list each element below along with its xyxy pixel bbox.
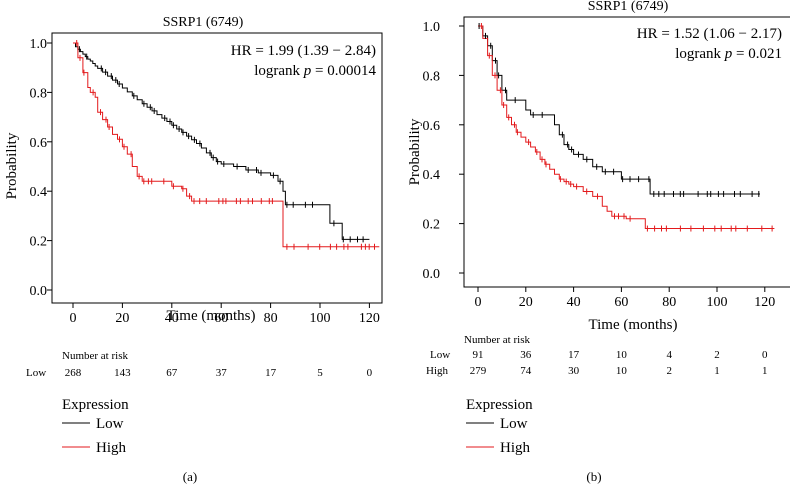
risk-table-header: Number at risk <box>62 350 128 362</box>
risk-row-label-high: High <box>426 365 449 377</box>
panel-b: SSRP1 (6749) 0 20 40 60 80 100 1200.00.20.40.6… <box>407 0 790 484</box>
axis-ticks: 0 20 40 60 80 100 120 0.0 0.2 0.4 0.6 0.8 1.0 <box>30 37 380 326</box>
y-tick-label: 0.2 <box>423 218 441 233</box>
x-tick-label: 20 <box>519 295 533 310</box>
survival-curves <box>73 42 380 248</box>
risk-count: 10 <box>616 365 628 377</box>
risk-count: 2 <box>666 365 672 377</box>
x-tick-label: 40 <box>165 311 179 326</box>
x-tick-label: 80 <box>264 311 278 326</box>
survival-curves <box>478 25 775 229</box>
legend-title: Expression <box>466 397 533 413</box>
legend-label-low: Low <box>96 416 124 432</box>
risk-count: 37 <box>216 367 228 379</box>
risk-count: 17 <box>265 367 277 379</box>
risk-count: 1 <box>714 365 720 377</box>
y-tick-label: 0.4 <box>423 168 441 183</box>
x-tick-label: 0 <box>475 295 482 310</box>
y-tick-label: 0.6 <box>30 136 48 151</box>
y-tick-label: 0.4 <box>30 185 48 200</box>
risk-count: 5 <box>317 367 323 379</box>
risk-count: 91 <box>473 349 484 361</box>
panel-a: SSRP1 (6749) 0 20 40 60 80 100 120 0.0 0.2 0.4 0.6… <box>4 15 383 484</box>
y-tick-label: 1.0 <box>30 37 48 52</box>
y-tick-label: 0.8 <box>423 69 441 84</box>
chart-title: SSRP1 (6749) <box>588 0 669 14</box>
legend-label-high: High <box>96 440 127 456</box>
risk-count: 30 <box>568 365 580 377</box>
x-tick-label: 60 <box>214 311 228 326</box>
risk-count: 4 <box>666 349 672 361</box>
chart-title: SSRP1 (6749) <box>163 15 244 30</box>
plot-frame <box>51 32 383 304</box>
x-tick-label: 20 <box>115 311 129 326</box>
survival-curve-high <box>73 42 380 248</box>
x-tick-label: 120 <box>359 311 380 326</box>
y-tick-label: 1.0 <box>423 20 441 35</box>
x-tick-label: 0 <box>70 311 77 326</box>
legend-label-low: Low <box>500 416 528 432</box>
x-tick-label: 60 <box>614 295 628 310</box>
x-tick-label: 120 <box>754 295 775 310</box>
risk-row-label-low: Low <box>430 349 450 361</box>
survival-curve-low <box>478 25 760 195</box>
risk-count: 2 <box>714 349 720 361</box>
y-tick-label: 0.0 <box>30 284 48 299</box>
hazard-ratio: HR = 1.99 (1.39 − 2.84) <box>231 43 376 59</box>
risk-count: 0 <box>367 367 373 379</box>
logrank-p: logrank p = 0.021 <box>675 46 782 62</box>
y-tick-label: 0.2 <box>30 235 48 250</box>
legend-title: Expression <box>62 397 129 413</box>
hazard-ratio: HR = 1.52 (1.06 − 2.17) <box>637 26 782 42</box>
risk-table-values: 91 36 17 10 4 2 0 279 74 30 10 2 1 1 <box>470 349 768 377</box>
risk-count: 10 <box>616 349 628 361</box>
x-tick-label: 40 <box>567 295 581 310</box>
survival-curve-high <box>478 25 775 229</box>
legend-label-high: High <box>500 440 531 456</box>
risk-row-label-low: Low <box>26 367 46 379</box>
risk-count: 17 <box>568 349 580 361</box>
y-tick-label: 0.0 <box>423 267 441 282</box>
x-tick-label: 100 <box>707 295 728 310</box>
risk-count: 268 <box>65 367 82 379</box>
censor-marks <box>76 40 375 250</box>
risk-count: 1 <box>762 365 768 377</box>
risk-table-header: Number at risk <box>464 334 530 346</box>
axis-ticks: 0 20 40 60 80 100 120 0.0 0.2 0.4 0.6 0.8 1.0 <box>423 20 776 310</box>
risk-count: 143 <box>114 367 131 379</box>
plot-frame <box>463 16 790 288</box>
y-axis-label: Probability <box>4 132 20 199</box>
risk-count: 36 <box>520 349 532 361</box>
survival-curve-low <box>73 42 370 240</box>
panel-label: (b) <box>586 469 601 484</box>
y-tick-label: 0.6 <box>423 119 441 134</box>
risk-count: 67 <box>166 367 178 379</box>
risk-count: 74 <box>520 365 532 377</box>
panel-label: (a) <box>183 469 197 484</box>
y-tick-label: 0.8 <box>30 86 48 101</box>
x-axis-label: Time (months) <box>166 308 255 324</box>
x-tick-label: 100 <box>310 311 331 326</box>
risk-count: 0 <box>762 349 768 361</box>
censor-marks <box>478 23 773 232</box>
risk-count: 279 <box>470 365 487 377</box>
logrank-p: logrank p = 0.00014 <box>254 63 376 79</box>
risk-table-values: 268 143 67 37 17 5 0 <box>65 367 373 379</box>
x-tick-label: 80 <box>662 295 676 310</box>
x-axis-label: Time (months) <box>588 317 677 333</box>
y-axis-label: Probability <box>407 118 423 185</box>
